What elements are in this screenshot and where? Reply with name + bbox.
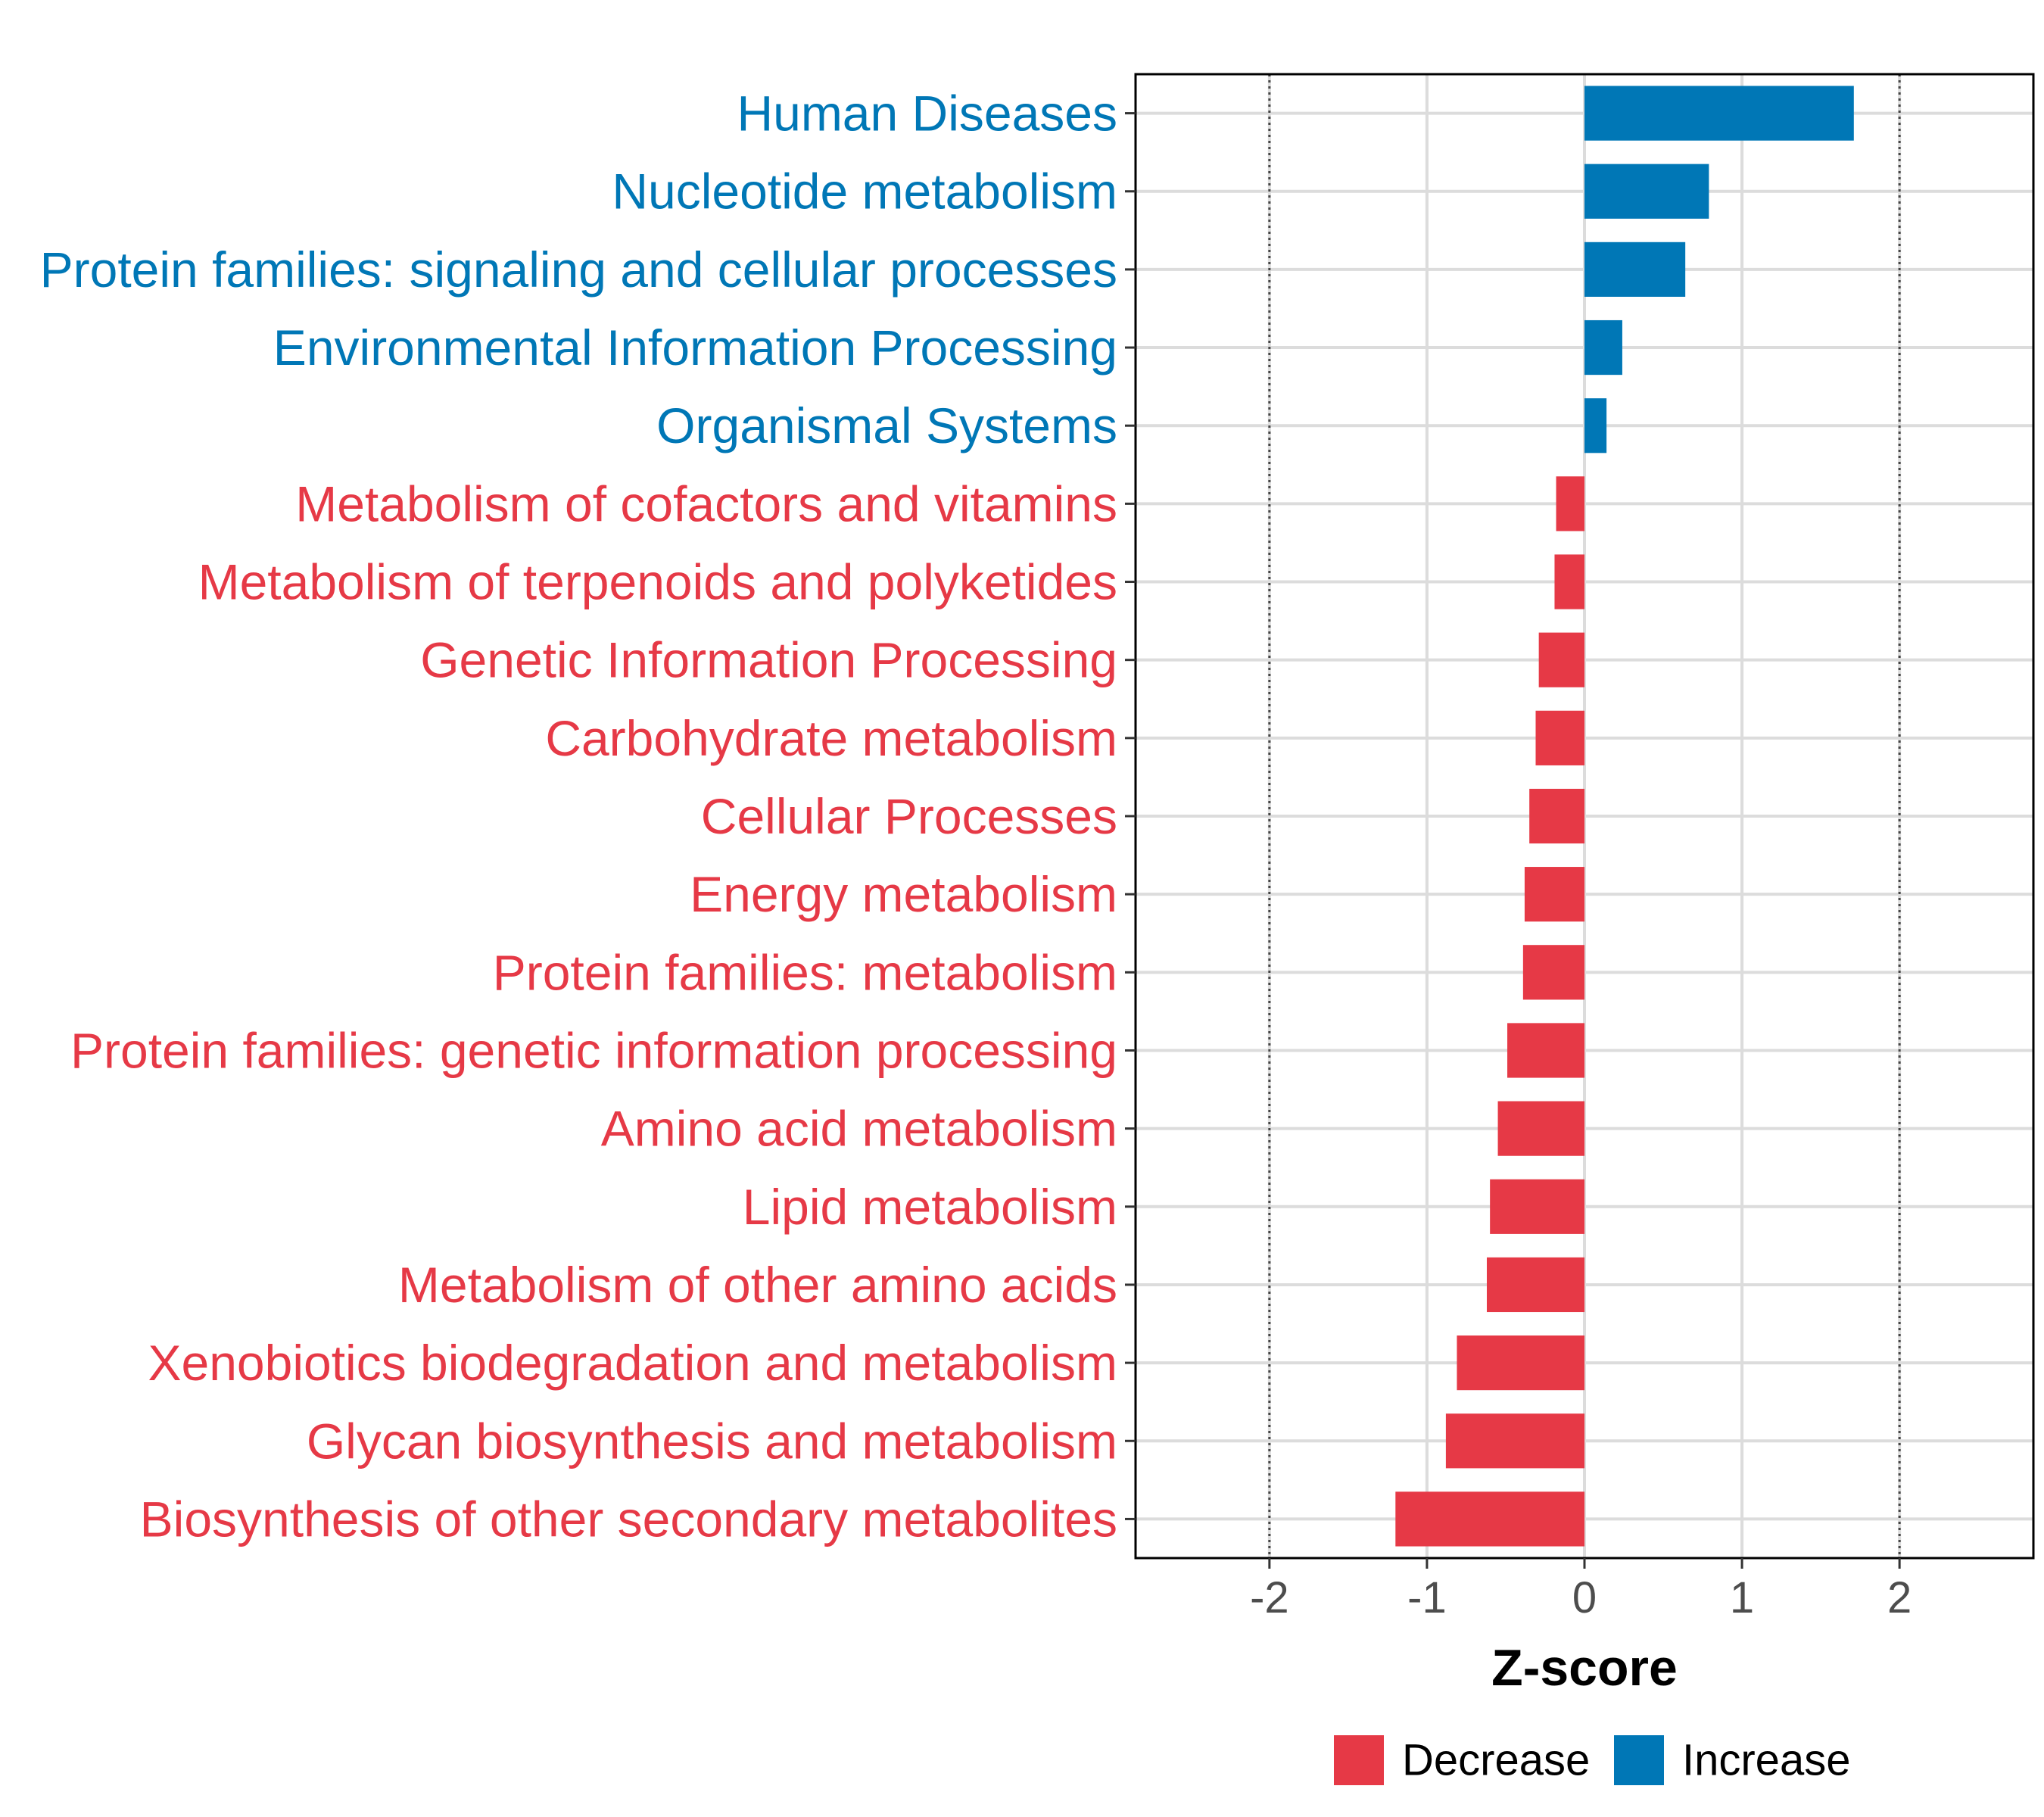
bar-increase	[1584, 164, 1709, 219]
bar-increase	[1584, 242, 1686, 297]
category-label: Nucleotide metabolism	[612, 164, 1117, 220]
bar-decrease	[1445, 1413, 1584, 1469]
category-label: Metabolism of terpenoids and polyketides	[198, 554, 1117, 610]
legend-key-increase	[1614, 1735, 1664, 1785]
category-label: Genetic Information Processing	[420, 632, 1117, 688]
category-label: Carbohydrate metabolism	[545, 710, 1117, 766]
legend-label-increase: Increase	[1682, 1736, 1850, 1785]
legend-label-decrease: Decrease	[1402, 1736, 1590, 1785]
bar-decrease	[1490, 1179, 1584, 1234]
bar-increase	[1584, 398, 1607, 453]
bar-increase	[1584, 319, 1622, 376]
category-label: Human Diseases	[737, 86, 1117, 142]
x-axis-ticks: -2 -1 0 1 2	[1250, 1558, 1912, 1622]
category-label: Protein families: metabolism	[493, 944, 1117, 1000]
category-label: Glycan biosynthesis and metabolism	[307, 1413, 1117, 1469]
category-label: Metabolism of cofactors and vitamins	[295, 475, 1117, 531]
x-tick-label: 0	[1572, 1573, 1597, 1622]
category-label: Amino acid metabolism	[601, 1101, 1117, 1157]
category-label: Biosynthesis of other secondary metaboli…	[140, 1491, 1117, 1547]
bar-decrease	[1507, 1023, 1584, 1078]
category-label: Protein families: signaling and cellular…	[40, 242, 1117, 298]
bar-decrease	[1524, 867, 1584, 922]
bar-decrease	[1486, 1257, 1584, 1313]
category-label: Lipid metabolism	[743, 1179, 1117, 1235]
x-tick-label: -1	[1407, 1573, 1447, 1622]
category-label: Environmental Information Processing	[273, 319, 1117, 376]
bar-decrease	[1535, 710, 1584, 765]
bar-decrease	[1457, 1335, 1584, 1391]
bar-decrease	[1538, 632, 1584, 687]
bar-decrease	[1395, 1491, 1584, 1547]
bar-decrease	[1554, 554, 1584, 609]
bar-decrease	[1497, 1101, 1584, 1156]
bar-decrease	[1529, 788, 1584, 844]
category-label: Organismal Systems	[656, 397, 1117, 453]
x-axis-title: Z-score	[1491, 1639, 1678, 1697]
bar-layer	[1395, 86, 1854, 1547]
x-tick-label: -2	[1250, 1573, 1289, 1622]
category-label: Metabolism of other amino acids	[398, 1257, 1117, 1313]
legend: Decrease Increase	[1334, 1735, 1850, 1785]
bar-increase	[1584, 86, 1854, 141]
reference-lines	[1268, 74, 1901, 1558]
x-tick-label: 2	[1887, 1573, 1912, 1622]
x-tick-label: 1	[1730, 1573, 1754, 1622]
bar-decrease	[1522, 945, 1584, 1000]
category-label: Protein families: genetic information pr…	[70, 1022, 1117, 1078]
category-label: Cellular Processes	[701, 788, 1117, 844]
category-label: Xenobiotics biodegradation and metabolis…	[148, 1335, 1118, 1391]
legend-key-decrease	[1334, 1735, 1384, 1785]
category-label: Energy metabolism	[690, 866, 1117, 922]
y-axis-ticks: Human Diseases Nucleotide metabolism Prote…	[40, 86, 1136, 1547]
bar-decrease	[1556, 476, 1584, 531]
